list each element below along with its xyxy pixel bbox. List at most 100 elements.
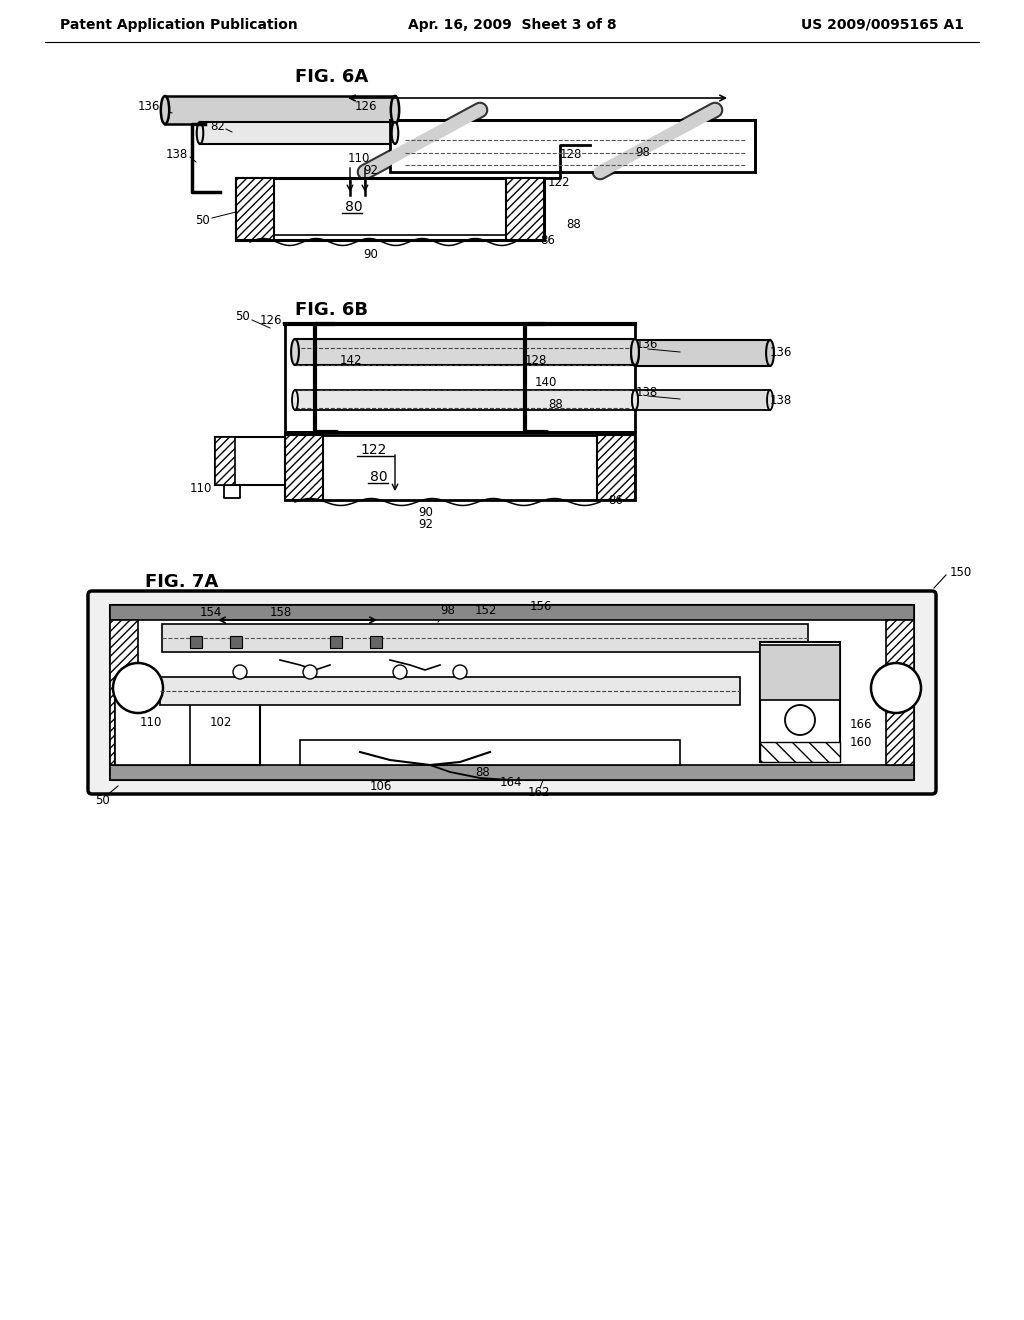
Text: 136: 136 — [137, 100, 160, 114]
Text: FIG. 6B: FIG. 6B — [295, 301, 368, 319]
Bar — [230, 636, 242, 648]
Bar — [506, 178, 544, 240]
Bar — [110, 605, 914, 620]
Bar — [635, 341, 770, 366]
Bar — [295, 339, 635, 366]
Ellipse shape — [391, 96, 399, 124]
Bar — [370, 636, 382, 648]
FancyBboxPatch shape — [88, 591, 936, 795]
Text: 126: 126 — [259, 314, 282, 326]
Text: 140: 140 — [535, 375, 557, 388]
Bar — [760, 645, 840, 700]
Ellipse shape — [632, 389, 638, 411]
Bar — [285, 436, 323, 500]
Bar — [760, 642, 840, 762]
Circle shape — [303, 665, 317, 678]
Text: 98: 98 — [440, 603, 455, 616]
Bar — [390, 120, 755, 172]
Bar — [215, 437, 285, 484]
Text: 86: 86 — [608, 494, 623, 507]
Text: 88: 88 — [566, 218, 581, 231]
Text: 122: 122 — [548, 176, 570, 189]
Text: 126: 126 — [355, 99, 378, 112]
Text: 138: 138 — [636, 385, 658, 399]
Ellipse shape — [632, 389, 638, 411]
Text: 88: 88 — [475, 766, 489, 779]
Text: 86: 86 — [540, 234, 555, 247]
Bar — [162, 624, 808, 652]
Text: 110: 110 — [140, 715, 163, 729]
Text: 92: 92 — [362, 164, 378, 177]
Circle shape — [453, 665, 467, 678]
Bar — [165, 96, 395, 124]
Ellipse shape — [291, 339, 299, 366]
Text: FIG. 7A: FIG. 7A — [145, 573, 218, 591]
Text: 156: 156 — [530, 599, 552, 612]
Bar — [115, 680, 260, 766]
Bar — [236, 178, 274, 240]
Text: 162: 162 — [528, 785, 551, 799]
Ellipse shape — [631, 341, 639, 366]
Text: 154: 154 — [200, 606, 222, 619]
Text: 90: 90 — [418, 506, 433, 519]
Bar — [597, 436, 635, 500]
Text: 158: 158 — [270, 606, 292, 619]
Bar — [886, 620, 914, 766]
Bar — [285, 323, 635, 432]
Text: Apr. 16, 2009  Sheet 3 of 8: Apr. 16, 2009 Sheet 3 of 8 — [408, 18, 616, 32]
Text: 50: 50 — [196, 214, 210, 227]
Ellipse shape — [197, 121, 204, 144]
Text: FIG. 6A: FIG. 6A — [295, 69, 369, 86]
Text: 160: 160 — [850, 737, 872, 750]
Bar — [236, 178, 544, 240]
Text: 80: 80 — [345, 201, 362, 214]
Ellipse shape — [631, 339, 639, 366]
Text: 80: 80 — [370, 470, 388, 484]
Bar — [200, 121, 395, 144]
Bar — [115, 680, 190, 766]
Text: 152: 152 — [475, 603, 498, 616]
Text: 142: 142 — [340, 354, 362, 367]
Circle shape — [871, 663, 921, 713]
Text: 50: 50 — [95, 793, 110, 807]
Text: 136: 136 — [636, 338, 658, 351]
Text: 88: 88 — [548, 397, 563, 411]
Bar — [215, 437, 234, 484]
Text: 122: 122 — [360, 444, 386, 457]
Text: 82: 82 — [210, 120, 225, 133]
Text: 110: 110 — [348, 152, 371, 165]
Bar — [110, 605, 914, 780]
Text: 138: 138 — [166, 149, 188, 161]
Circle shape — [393, 665, 407, 678]
Circle shape — [113, 663, 163, 713]
Text: US 2009/0095165 A1: US 2009/0095165 A1 — [801, 18, 964, 32]
Bar — [300, 741, 680, 766]
Text: 110: 110 — [189, 482, 212, 495]
Bar — [295, 389, 635, 411]
Text: 50: 50 — [236, 310, 250, 323]
Text: 164: 164 — [500, 776, 522, 788]
Text: 92: 92 — [418, 519, 433, 532]
Text: 106: 106 — [370, 780, 392, 792]
Ellipse shape — [767, 389, 773, 411]
Bar — [330, 636, 342, 648]
Text: 166: 166 — [850, 718, 872, 731]
Bar — [110, 766, 914, 780]
Bar — [160, 677, 740, 705]
Text: 102: 102 — [210, 715, 232, 729]
Text: 138: 138 — [770, 393, 793, 407]
Bar — [760, 742, 840, 762]
Ellipse shape — [292, 389, 298, 411]
Ellipse shape — [392, 121, 398, 144]
Bar — [110, 620, 138, 766]
Circle shape — [785, 705, 815, 735]
Text: 150: 150 — [950, 565, 972, 578]
Text: Patent Application Publication: Patent Application Publication — [60, 18, 298, 32]
Text: 136: 136 — [770, 346, 793, 359]
Bar — [635, 389, 770, 411]
Text: 90: 90 — [362, 248, 378, 261]
Bar — [190, 636, 202, 648]
Bar — [285, 436, 635, 500]
Text: 128: 128 — [560, 149, 583, 161]
Text: 128: 128 — [525, 354, 548, 367]
